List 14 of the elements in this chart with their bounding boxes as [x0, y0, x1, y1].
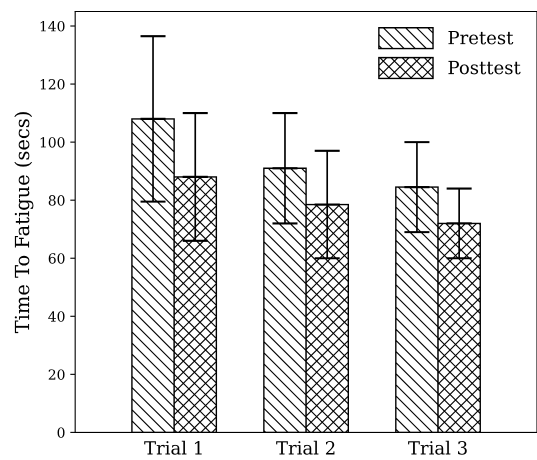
- y-tick-label: 120: [40, 79, 65, 90]
- y-tick-label: 100: [40, 137, 65, 148]
- x-tick-label: Trial 1: [144, 440, 202, 455]
- y-tick-label: 40: [48, 311, 65, 322]
- x-tick-label: Trial 3: [408, 440, 467, 455]
- y-tick-label: 0: [58, 427, 65, 438]
- legend-label: Pretest: [448, 31, 514, 44]
- y-axis-title: Time To Fatigue (secs): [14, 112, 34, 334]
- y-tick-label: 140: [40, 20, 65, 32]
- legend-label: Posttest: [448, 60, 521, 74]
- x-tick-label: Trial 2: [276, 440, 334, 455]
- y-tick-label: 20: [48, 369, 65, 380]
- y-tick-label: 80: [48, 195, 65, 206]
- y-tick-label: 60: [48, 253, 65, 264]
